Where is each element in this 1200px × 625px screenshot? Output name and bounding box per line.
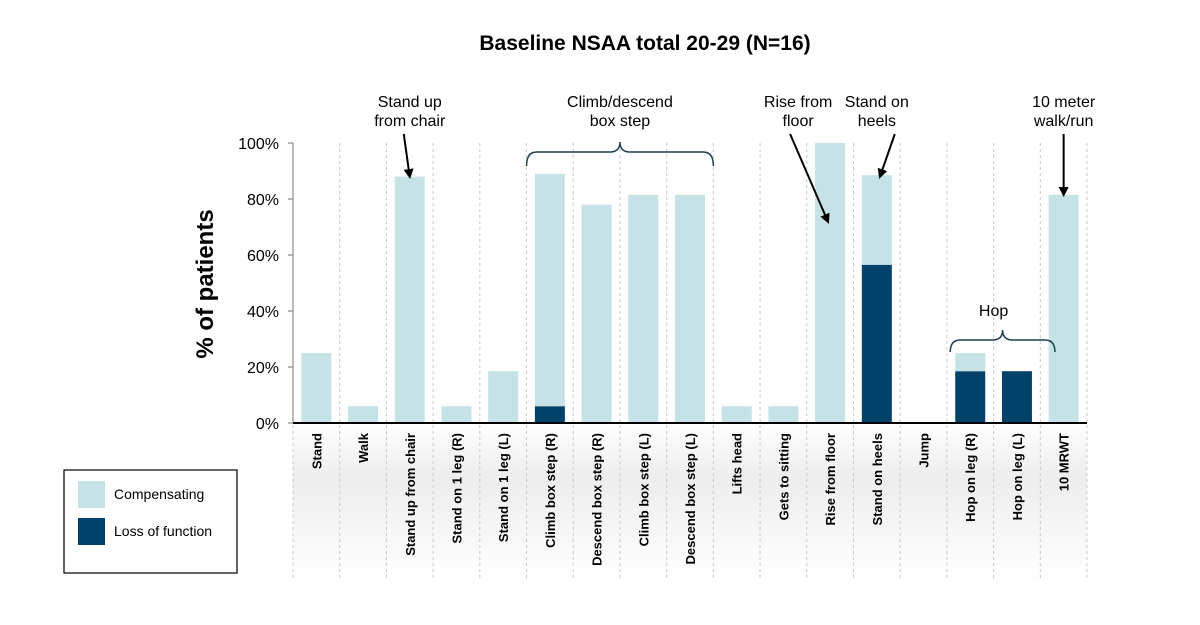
category-label-rise-from-floor: Rise from floor: [823, 433, 838, 525]
bar-compensating-descend-box-step-l: [675, 194, 705, 423]
annotation-stand-up-line-2: from chair: [374, 113, 446, 130]
bar-compensating-lifts-head: [721, 406, 752, 423]
annotation-rise-floor-line-2: floor: [783, 113, 815, 130]
bar-compensating-stand: [301, 353, 332, 423]
annotation-arrow-rise-floor: [789, 133, 830, 224]
y-tick-label: 100%: [238, 136, 279, 153]
y-axis-label: % of patients: [192, 209, 219, 358]
annotation-brace-hop: [949, 329, 1056, 353]
annotation-ten-meter-line-1: 10 meter: [1032, 94, 1096, 111]
category-label-lifts-head: Lifts head: [730, 433, 745, 494]
category-label-stand-on-heels: Stand on heels: [870, 433, 885, 525]
bar-compensating-climb-box-step-r: [534, 173, 565, 407]
category-label-hop-on-leg-r: Hop on leg (R): [963, 433, 978, 522]
annotation-rise-floor-line-1: Rise from: [764, 94, 832, 111]
annotations: Stand up from chair Climb/descend box step R…: [374, 94, 1096, 353]
annotation-brace-climb-descend: [525, 141, 715, 167]
y-tick-label: 60%: [247, 248, 279, 265]
bar-loss-of-function-climb-box-step-r: [534, 406, 565, 423]
annotation-arrow-stand-heels: [877, 133, 896, 179]
annotation-stand-up-line-1: Stand up: [378, 94, 442, 111]
bar-compensating-stand-on-heels: [861, 175, 892, 265]
category-labels: Stand Walk Stand up from chair Stand on 1 l…: [309, 432, 1071, 566]
legend-swatch-compensating: [78, 481, 105, 508]
bar-compensating-hop-on-leg-r: [955, 353, 986, 372]
category-label-jump: Jump: [917, 433, 932, 468]
y-tick-label: 80%: [247, 192, 279, 209]
category-label-climb-box-step-r: Climb box step (R): [543, 433, 558, 548]
category-label-stand-on-1-leg-l: Stand on 1 leg (L): [496, 433, 511, 542]
annotation-stand-heels-line-2: heels: [858, 113, 896, 130]
bar-compensating-descend-box-step-r: [581, 204, 612, 423]
bar-compensating-stand-up-from-chair: [394, 176, 425, 423]
y-tick-label: 20%: [247, 360, 279, 377]
annotation-climb-descend-line-1: Climb/descend: [567, 94, 673, 111]
bar-compensating-stand-on-1-leg-r: [441, 406, 472, 423]
category-band: [293, 423, 1087, 580]
category-label-climb-box-step-l: Climb box step (L): [636, 433, 651, 546]
legend-label-loss-of-function: Loss of function: [114, 523, 212, 539]
y-tick-label: 40%: [247, 304, 279, 321]
category-label-stand: Stand: [309, 433, 324, 469]
legend-label-compensating: Compensating: [114, 486, 204, 502]
bar-loss-of-function-stand-on-heels: [861, 264, 892, 423]
category-label-walk: Walk: [356, 432, 371, 463]
category-label-gets-to-sitting: Gets to sitting: [776, 433, 791, 520]
bar-compensating-rise-from-floor: [815, 143, 846, 423]
chart-title: Baseline NSAA total 20-29 (N=16): [479, 32, 810, 55]
annotation-climb-descend-line-2: box step: [590, 113, 651, 130]
category-label-descend-box-step-r: Descend box step (R): [590, 433, 605, 566]
bar-loss-of-function-hop-on-leg-r: [955, 371, 986, 423]
bar-compensating-walk: [348, 406, 379, 423]
annotation-stand-heels-line-1: Stand on: [845, 94, 909, 111]
bar-compensating-climb-box-step-l: [628, 194, 659, 423]
category-label-10-mrwt: 10 MRWT: [1057, 433, 1072, 491]
legend: Compensating Loss of function: [63, 469, 238, 574]
category-label-stand-on-1-leg-r: Stand on 1 leg (R): [449, 433, 464, 544]
annotation-hop-line-1: Hop: [979, 303, 1008, 320]
category-label-background: [293, 423, 1087, 580]
bar-compensating-10-mrwt: [1048, 194, 1079, 423]
y-tick-label: 0%: [256, 416, 279, 433]
category-label-stand-up-from-chair: Stand up from chair: [403, 433, 418, 556]
y-axis-ticks: 0% 20% 40% 60% 80% 100%: [238, 136, 293, 433]
bar-compensating-gets-to-sitting: [768, 406, 799, 423]
bar-compensating-stand-on-1-leg-l: [488, 371, 519, 423]
bars: [301, 143, 1079, 423]
bar-loss-of-function-hop-on-leg-l: [1001, 371, 1032, 423]
category-label-descend-box-step-l: Descend box step (L): [683, 433, 698, 564]
category-label-hop-on-leg-l: Hop on leg (L): [1010, 433, 1025, 520]
legend-swatch-loss-of-function: [78, 518, 105, 545]
annotation-arrow-stand-up: [402, 133, 414, 179]
annotation-ten-meter-line-2: walk/run: [1033, 113, 1094, 130]
category-dividers: [292, 143, 1088, 580]
